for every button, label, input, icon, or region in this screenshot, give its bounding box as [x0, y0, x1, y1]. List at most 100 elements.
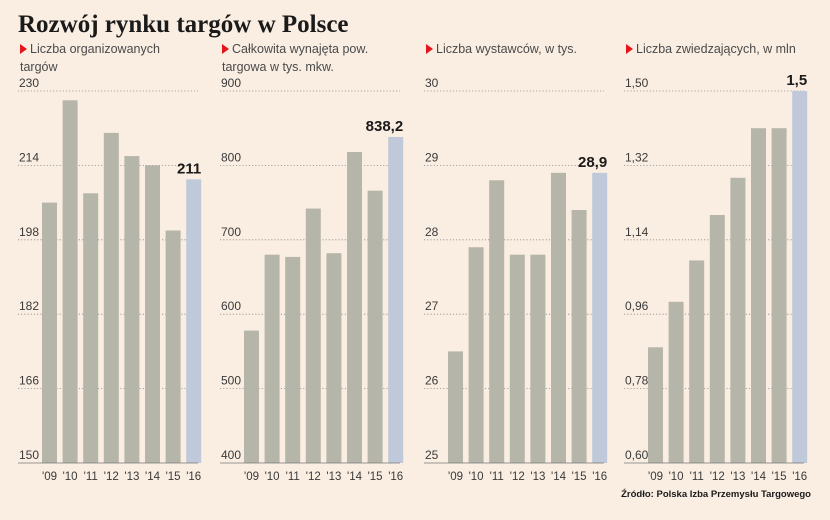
y-tick-label: 1,50 [625, 76, 649, 90]
bar [388, 136, 404, 464]
bar [165, 230, 181, 463]
y-tick-label: 800 [221, 150, 241, 164]
triangle-marker-icon [222, 44, 229, 54]
value-label: 838,2 [366, 118, 404, 135]
x-tick-label: '12 [104, 471, 119, 483]
x-tick-label: '16 [792, 471, 807, 483]
x-tick-label: '10 [669, 471, 684, 483]
y-tick-label: 166 [19, 374, 39, 388]
panel-label: Całkowita wynajęta pow. targowa w tys. m… [222, 40, 402, 76]
x-tick-label: '15 [772, 471, 787, 483]
panel-title: Całkowita wynajęta pow. targowa w tys. m… [222, 42, 369, 74]
x-tick-label: '11 [690, 471, 704, 483]
bar [124, 156, 140, 463]
bar [771, 128, 787, 463]
bar [571, 210, 587, 463]
x-tick-label: '13 [730, 471, 745, 483]
triangle-marker-icon [20, 44, 27, 54]
x-tick-label: '10 [63, 471, 78, 483]
bar [751, 128, 766, 463]
x-tick-label: '12 [710, 471, 725, 483]
triangle-marker-icon [426, 44, 433, 54]
bar [489, 180, 505, 463]
bar-chart: 900 800 700 600 500 400'09 '10 '11 '12 '13 '14 '15 '… [220, 76, 404, 483]
x-tick-label: '14 [145, 471, 161, 483]
x-tick-label: '16 [186, 471, 201, 483]
x-tick-label: '13 [124, 471, 139, 483]
bar [668, 301, 684, 463]
bar [448, 351, 463, 463]
source-note: Źródło: Polska Izba Przemysłu Targowego [621, 489, 811, 500]
bar [186, 179, 202, 463]
bar [285, 256, 301, 463]
x-tick-label: '09 [42, 471, 57, 483]
panel-visitors: Liczba zwiedzających, w mln 1,50 1,32 1,14… [624, 40, 814, 490]
value-label: 211 [177, 160, 201, 177]
y-tick-label: 700 [221, 225, 241, 239]
x-tick-label: '14 [751, 471, 767, 483]
panel-exhibitors: Liczba wystawców, w tys. 30 29 28 27 26 25 '09… [424, 40, 614, 490]
bar [530, 254, 546, 463]
y-tick-label: 30 [425, 76, 439, 90]
bar [689, 260, 705, 463]
y-tick-label: 150 [19, 448, 39, 462]
bar [367, 190, 383, 464]
panel-title: Liczba wystawców, w tys. [436, 42, 578, 56]
panel-area: Całkowita wynajęta pow. targowa w tys. m… [220, 40, 410, 490]
bar [347, 152, 362, 463]
panel-events: Liczba organizowanych targów 230 214 198 18… [18, 40, 208, 490]
x-tick-label: '15 [368, 471, 383, 483]
panel-label: Liczba wystawców, w tys. [426, 40, 606, 58]
y-tick-label: 1,14 [625, 225, 649, 239]
y-tick-label: 500 [221, 374, 241, 388]
x-tick-label: '09 [448, 471, 463, 483]
x-tick-label: '15 [166, 471, 181, 483]
y-tick-label: 1,32 [625, 150, 649, 164]
chart-title: Rozwój rynku targów w Polsce [18, 11, 349, 38]
value-label: 28,9 [578, 154, 607, 171]
x-tick-label: '12 [510, 471, 525, 483]
x-tick-label: '15 [572, 471, 587, 483]
y-tick-label: 27 [425, 299, 439, 313]
panel-label: Liczba zwiedzających, w mln [626, 40, 806, 58]
x-tick-label: '13 [326, 471, 341, 483]
panel-label: Liczba organizowanych targów [20, 40, 200, 76]
y-tick-label: 230 [19, 76, 39, 90]
bar [551, 172, 566, 463]
y-tick-label: 25 [425, 448, 439, 462]
bar [592, 172, 608, 463]
bar-chart: 30 29 28 27 26 25 '09 '10 '11 '12 '13 '14 '15 '16 28,9 [424, 76, 608, 483]
bar [730, 177, 746, 464]
y-tick-label: 0,96 [625, 299, 649, 313]
y-tick-label: 28 [425, 225, 439, 239]
x-tick-label: '10 [265, 471, 280, 483]
x-tick-label: '09 [648, 471, 663, 483]
y-tick-label: 0,78 [625, 374, 649, 388]
bar [792, 91, 808, 463]
bar [244, 330, 259, 463]
triangle-marker-icon [626, 44, 633, 54]
x-tick-label: '14 [347, 471, 363, 483]
x-tick-label: '13 [530, 471, 545, 483]
y-tick-label: 214 [19, 150, 39, 164]
bar [648, 347, 663, 463]
x-tick-label: '09 [244, 471, 259, 483]
panel-title: Liczba organizowanych targów [20, 42, 160, 74]
x-tick-label: '11 [286, 471, 300, 483]
value-label: 1,5 [786, 72, 807, 89]
bar [62, 100, 78, 464]
panel-title: Liczba zwiedzających, w mln [636, 42, 796, 56]
bar [305, 208, 321, 463]
bar [468, 247, 484, 463]
y-tick-label: 26 [425, 374, 439, 388]
y-tick-label: 400 [221, 448, 241, 462]
x-tick-label: '14 [551, 471, 567, 483]
x-tick-label: '11 [490, 471, 504, 483]
bar-chart: 230 214 198 182 166 150'09 '10 '11 '12 '13 '14 '15 '… [18, 76, 202, 483]
bar [709, 215, 725, 463]
bar [42, 202, 57, 463]
bar [264, 254, 280, 463]
bar [509, 254, 525, 463]
x-tick-label: '11 [84, 471, 98, 483]
y-tick-label: 0,60 [625, 448, 649, 462]
